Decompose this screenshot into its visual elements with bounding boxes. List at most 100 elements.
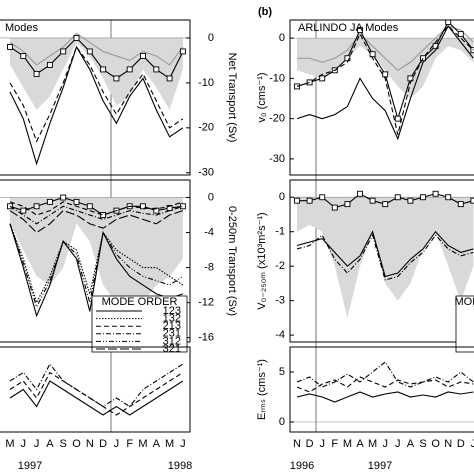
x-tick-label: J xyxy=(471,438,474,450)
square-marker xyxy=(73,198,80,205)
y-tick-label: -4 xyxy=(204,226,214,238)
square-marker xyxy=(420,55,426,62)
y-tick-label: 0 xyxy=(208,32,214,44)
x-tick-label: A xyxy=(46,438,54,450)
y-tick-label: 0 xyxy=(208,191,214,203)
square-marker xyxy=(33,70,40,77)
square-marker xyxy=(432,190,439,197)
square-marker xyxy=(140,203,146,210)
series-line xyxy=(9,205,184,225)
x-tick-label: M xyxy=(343,438,352,450)
square-marker xyxy=(179,48,186,55)
x-tick-label: J xyxy=(180,438,186,450)
series-line xyxy=(296,230,474,278)
x-tick-label: M xyxy=(165,438,174,450)
x-tick-label: A xyxy=(356,438,364,450)
legend-box xyxy=(91,295,188,353)
series-line xyxy=(296,376,474,393)
series-line xyxy=(296,391,474,403)
legend-label: 312 xyxy=(163,335,181,347)
y-axis-label: Eᵣₘₛ (cms⁻¹) xyxy=(256,359,268,420)
square-marker xyxy=(445,194,452,201)
square-marker xyxy=(369,197,376,204)
square-marker xyxy=(457,201,464,208)
year-label: 1998 xyxy=(168,460,192,472)
shaded-range xyxy=(297,38,474,99)
y-tick-label: -10 xyxy=(198,77,214,89)
series-line xyxy=(9,223,184,318)
square-marker xyxy=(357,27,363,34)
square-marker xyxy=(126,66,133,73)
panel-label: (b) xyxy=(258,6,272,18)
square-marker xyxy=(46,198,53,205)
legend-title: MODE xyxy=(455,296,474,308)
square-marker xyxy=(407,197,414,204)
x-tick-label: O xyxy=(431,438,440,450)
series-line xyxy=(296,361,474,388)
x-tick-label: N xyxy=(86,438,94,450)
panel xyxy=(9,362,184,416)
square-marker xyxy=(153,66,160,73)
square-marker xyxy=(306,197,313,204)
square-marker xyxy=(86,203,93,210)
panel xyxy=(290,361,474,423)
series-line xyxy=(296,25,474,135)
square-marker xyxy=(445,20,452,25)
square-marker xyxy=(470,197,474,204)
square-marker xyxy=(407,75,414,82)
y-tick-label: -1 xyxy=(275,226,285,238)
series-line xyxy=(9,223,184,305)
y-tick-label: 0 xyxy=(279,32,285,44)
y-tick-label: -20 xyxy=(198,122,214,134)
square-marker xyxy=(140,52,146,59)
square-marker xyxy=(369,51,376,58)
square-marker xyxy=(86,48,93,55)
x-tick-label: S xyxy=(419,438,426,450)
series-line xyxy=(9,371,184,416)
panel-frame xyxy=(289,19,474,176)
x-tick-label: D xyxy=(306,438,314,450)
square-marker xyxy=(60,194,67,201)
square-marker xyxy=(179,203,186,210)
y-tick-label: -10 xyxy=(269,72,285,84)
square-marker xyxy=(382,201,389,208)
panel xyxy=(0,32,190,166)
y-axis-label: V₀₋₂₅₀ₘ (x10³m²s⁻¹) xyxy=(256,212,268,309)
panel-frame xyxy=(289,346,474,433)
y-tick-label: -20 xyxy=(269,113,285,125)
y-tick-label: -3 xyxy=(275,295,285,307)
square-marker xyxy=(100,212,107,218)
square-marker xyxy=(319,194,326,201)
panel xyxy=(290,20,474,141)
legend-label: 132 xyxy=(163,313,181,325)
x-tick-label: M xyxy=(368,438,377,450)
x-tick-label: J xyxy=(319,438,325,450)
y-tick-label: 0 xyxy=(279,191,285,203)
square-marker xyxy=(73,35,80,41)
square-marker xyxy=(357,190,363,197)
series-line xyxy=(9,223,184,309)
panel-frame xyxy=(289,179,474,343)
x-tick-label: J xyxy=(395,438,401,450)
square-marker xyxy=(394,194,401,201)
series-line xyxy=(9,32,184,66)
square-marker xyxy=(420,194,426,201)
square-marker xyxy=(344,201,351,208)
y-tick-label: -2 xyxy=(275,260,285,272)
y-tick-label: -16 xyxy=(198,332,214,344)
x-tick-label: N xyxy=(293,438,301,450)
year-label: 1996 xyxy=(290,460,314,472)
shaded-range xyxy=(10,197,183,321)
y-tick-label: -8 xyxy=(204,261,214,273)
x-tick-label: S xyxy=(60,438,67,450)
y-tick-label: 5 xyxy=(279,366,285,378)
x-tick-label: D xyxy=(457,438,465,450)
x-tick-label: F xyxy=(126,438,133,450)
panel-title: Modes xyxy=(5,22,39,34)
x-tick-label: A xyxy=(407,438,415,450)
square-marker xyxy=(470,47,474,54)
x-tick-label: D xyxy=(99,438,107,450)
series-line xyxy=(296,233,474,281)
x-tick-label: M xyxy=(138,438,147,450)
